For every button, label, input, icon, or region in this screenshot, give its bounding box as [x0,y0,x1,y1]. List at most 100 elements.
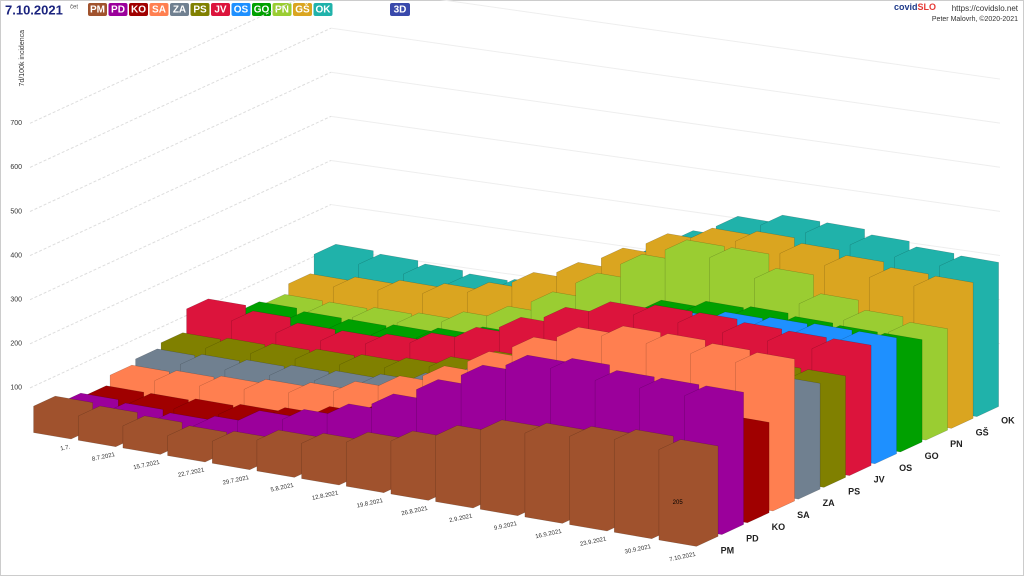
legend-label: GO [254,5,270,16]
brand-b: SLO [917,2,936,12]
x-tick-label: 5.8.2021 [270,483,295,494]
region-label: OS [899,463,912,473]
date-title: 7.10.2021 [5,2,63,17]
x-tick-label: 12.8.2021 [312,490,340,502]
legend-swatch [88,3,107,16]
legend-swatch [313,3,333,16]
bar [33,395,94,440]
x-tick-label: 8.7.2021 [92,452,117,463]
x-tick-label: 22.7.2021 [178,467,206,479]
y-tick-label: 700 [10,120,22,127]
bar [256,429,317,478]
region-label: SA [797,510,810,520]
legend-swatch [252,3,271,16]
y-tick-label: 400 [10,252,22,259]
legend-button[interactable]: PN [272,3,292,16]
region-label: PN [950,439,963,449]
legend-button[interactable]: ZA [170,3,189,16]
credit: Peter Malovrh, ©2020-2021 [932,15,1018,23]
x-tick-label: 23.9.2021 [580,536,608,548]
region-label: GO [925,451,939,461]
x-tick-label: 7.10.2021 [669,552,697,564]
bar [524,422,585,524]
legend-button[interactable]: PM [88,3,107,16]
region-label: PM [721,545,735,555]
grid-line [29,160,332,301]
region-label: GŠ [976,426,989,437]
y-tick-label: 600 [10,164,22,171]
region-label: PS [848,486,860,496]
legend-button[interactable]: PS [190,3,210,16]
x-tick-label: 30.9.2021 [624,544,652,556]
x-tick-label: 2.9.2021 [449,513,474,524]
bar [658,439,719,547]
url[interactable]: https://covidslo.net [952,4,1019,13]
y-tick-label: 200 [10,341,22,348]
legend: PM PD KO SA ZA PS JV OS GO PN GŠ OK [88,3,333,16]
legend-button[interactable]: KO [129,3,148,16]
legend-button[interactable]: GŠ [293,3,312,16]
legend-swatch [231,3,251,16]
y-tick-label: 500 [10,208,22,215]
legend-swatch [129,3,148,16]
legend-swatch [272,3,292,16]
legend-button[interactable]: OK [313,3,333,16]
mode-button-label: 3D [394,5,407,16]
legend-swatch [108,3,128,16]
legend-button[interactable]: OS [231,3,251,16]
x-tick-label: 29.7.2021 [222,475,250,487]
grid-line [330,27,1001,124]
grid-line [330,115,1001,212]
legend-label: KO [131,5,146,16]
x-tick-label: 1.7. [60,444,71,452]
grid-line [29,204,332,345]
legend-label: PN [275,5,289,16]
bar [167,425,228,463]
region-label: OK [1001,416,1015,426]
legend-button[interactable]: JV [211,3,230,16]
region-label: KO [772,522,786,532]
bar [569,426,630,532]
legend-swatch [149,3,169,16]
value-label: 205 [673,500,684,506]
x-tick-label: 19.8.2021 [356,498,384,510]
mode-button-bg [390,3,410,16]
grid-line [29,0,298,124]
legend-swatch [190,3,210,16]
y-tick-label: 100 [10,385,22,392]
y-axis-label: 7d/100k incidenca [19,30,26,87]
brand: covidSLO [894,2,936,12]
region-label: ZA [823,498,835,508]
weekday: čet [70,5,78,11]
legend-swatch [293,3,312,16]
region-label: JV [874,475,885,485]
brand-a: covid [894,2,918,12]
bar [613,429,674,539]
legend-button[interactable]: PD [108,3,128,16]
mode-button[interactable]: 3D [390,3,410,16]
legend-label: OK [316,5,332,16]
legend-label: OS [234,5,249,16]
plot: 100200300400500600700327OK308GŠ230PN232G… [10,0,1015,563]
grid-line [330,71,1001,168]
grid-line [29,27,332,168]
grid-line [439,0,1001,80]
x-tick-label: 26.8.2021 [401,506,429,518]
legend-button[interactable]: SA [149,3,169,16]
region-label: PD [746,534,759,544]
legend-label: GŠ [295,3,310,16]
bar [122,415,183,455]
x-tick-label: 9.9.2021 [494,521,519,532]
legend-swatch [211,3,230,16]
grid-line [29,71,332,212]
grid-line [29,115,332,257]
legend-label: PS [193,5,207,16]
legend-label: JV [214,5,227,16]
x-tick-label: 15.7.2021 [133,460,161,472]
y-tick-label: 300 [10,297,22,304]
bar [479,419,540,516]
legend-label: PD [111,5,125,16]
legend-swatch [170,3,189,16]
legend-button[interactable]: GO [252,3,271,16]
